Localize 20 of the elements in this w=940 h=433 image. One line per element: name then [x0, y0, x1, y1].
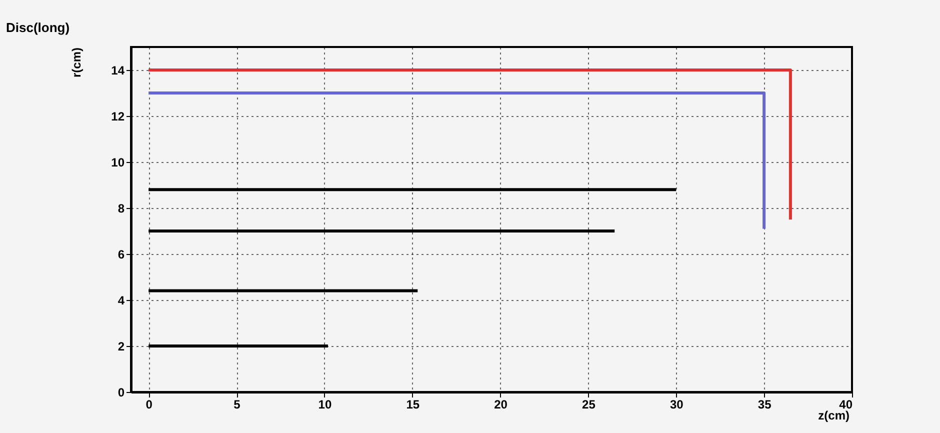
- y-tick-label: 8: [118, 202, 125, 216]
- y-tick-label: 4: [118, 294, 125, 308]
- x-tick-label: 30: [670, 398, 684, 412]
- y-tick-label: 2: [118, 340, 125, 354]
- y-axis-title: r(cm): [70, 48, 84, 78]
- x-axis-title: z(cm): [818, 408, 850, 422]
- x-tick-label: 5: [234, 398, 241, 412]
- x-tick-label: 35: [758, 398, 772, 412]
- y-tick-label: 14: [111, 64, 125, 78]
- x-tick-label: 0: [146, 398, 153, 412]
- y-tick-label: 0: [118, 386, 125, 400]
- y-tick-label: 6: [118, 248, 125, 262]
- x-tick-label: 20: [494, 398, 508, 412]
- x-tick-label: 10: [318, 398, 332, 412]
- x-tick-label: 15: [406, 398, 420, 412]
- y-tick-label: 10: [111, 156, 125, 170]
- chart-title: Disc(long): [6, 20, 70, 35]
- y-tick-label: 12: [111, 110, 125, 124]
- x-tick-label: 40: [839, 398, 853, 412]
- x-tick-label: 25: [582, 398, 596, 412]
